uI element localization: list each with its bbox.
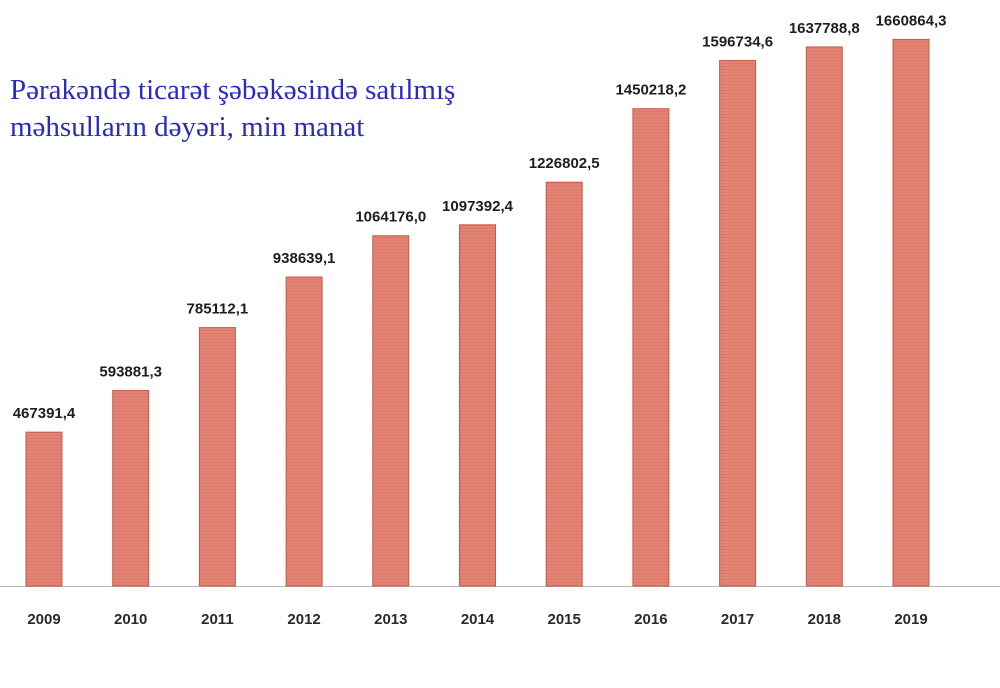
x-tick-label-2012: 2012 xyxy=(287,611,320,628)
data-label-2011: 785112,1 xyxy=(187,301,249,318)
x-tick-label-2013: 2013 xyxy=(374,611,407,628)
x-tick-label-2015: 2015 xyxy=(548,611,581,628)
data-label-2018: 1637788,8 xyxy=(789,20,860,37)
x-tick-label-2016: 2016 xyxy=(634,611,667,628)
x-tick-label-2018: 2018 xyxy=(808,611,841,628)
bar-2014 xyxy=(459,224,496,587)
chart-title: Pərakəndə ticarət şəbəkəsində satılmış m… xyxy=(10,74,456,143)
data-label-2009: 467391,4 xyxy=(13,405,76,422)
bar-2011 xyxy=(198,327,236,587)
bar-2019 xyxy=(892,38,930,587)
x-tick-label-2017: 2017 xyxy=(721,611,754,628)
data-label-2014: 1097392,4 xyxy=(442,198,514,215)
data-label-2012: 938639,1 xyxy=(273,250,336,267)
data-label-2013: 1064176,0 xyxy=(355,209,426,226)
data-label-2019: 1660864,3 xyxy=(876,12,947,29)
x-tick-label-2010: 2010 xyxy=(114,611,147,628)
data-label-2015: 1226802,5 xyxy=(529,155,600,172)
bar-2013 xyxy=(372,235,410,587)
bar-2018 xyxy=(805,46,843,587)
data-label-2016: 1450218,2 xyxy=(615,82,686,99)
bar-2015 xyxy=(545,181,583,587)
x-tick-label-2009: 2009 xyxy=(27,611,60,628)
x-tick-label-2014: 2014 xyxy=(461,611,495,628)
bar-2016 xyxy=(632,108,670,587)
x-tick-label-2019: 2019 xyxy=(894,611,927,628)
data-label-2017: 1596734,6 xyxy=(702,33,773,50)
bar-2012 xyxy=(285,276,323,587)
bar-2010 xyxy=(112,390,150,587)
bar-2009 xyxy=(25,431,63,587)
x-tick-label-2011: 2011 xyxy=(201,611,234,628)
data-label-2010: 593881,3 xyxy=(99,364,162,381)
bar-2017 xyxy=(719,59,757,587)
